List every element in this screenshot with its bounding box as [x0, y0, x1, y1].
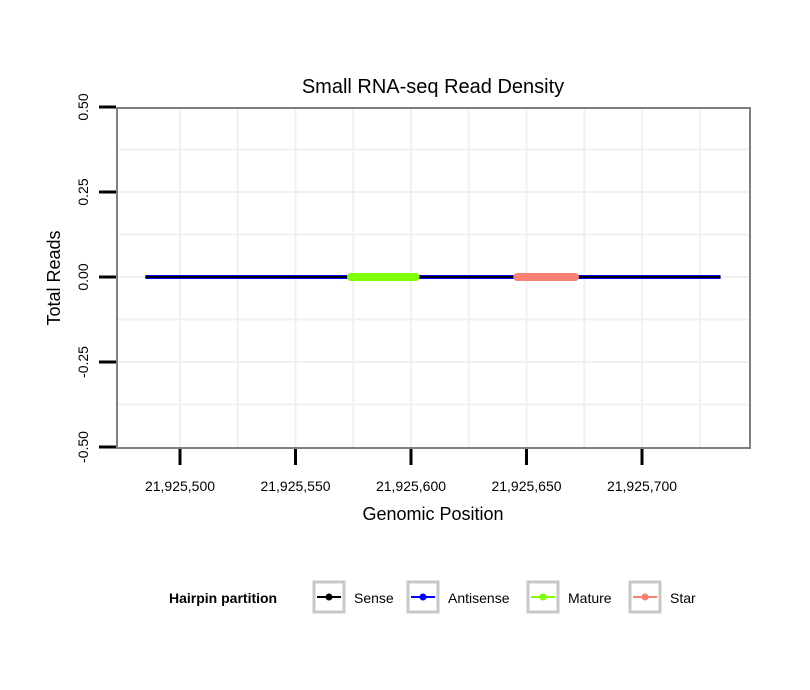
legend-key-point	[539, 593, 547, 601]
legend-label-star: Star	[670, 590, 696, 606]
legend-key-point	[641, 593, 649, 601]
legend-label-mature: Mature	[568, 590, 612, 606]
x-tick-label: 21,925,500	[145, 478, 215, 494]
x-tick-label: 21,925,550	[260, 478, 330, 494]
x-tick-label: 21,925,650	[491, 478, 561, 494]
legend-label-antisense: Antisense	[448, 590, 510, 606]
x-tick-label: 21,925,700	[607, 478, 677, 494]
y-tick-label: -0.25	[75, 346, 91, 378]
chart-title: Small RNA-seq Read Density	[302, 76, 564, 98]
legend-title: Hairpin partition	[169, 590, 277, 606]
y-tick-label: -0.50	[75, 431, 91, 463]
legend-label-sense: Sense	[354, 590, 394, 606]
y-tick-label: 0.00	[75, 263, 91, 290]
y-tick-label: 0.25	[75, 178, 91, 205]
x-axis-label: Genomic Position	[362, 504, 503, 524]
x-tick-label: 21,925,600	[376, 478, 446, 494]
y-tick-label: 0.50	[75, 93, 91, 120]
y-axis-label: Total Reads	[44, 230, 64, 325]
plot-border	[116, 107, 751, 449]
legend: Hairpin partition Sense Antisense Mature St…	[169, 580, 696, 614]
legend-key-point	[325, 593, 333, 601]
axes: 21,925,500 21,925,550 21,925,600 21,925,650…	[75, 93, 677, 494]
legend-key-point	[419, 593, 427, 601]
